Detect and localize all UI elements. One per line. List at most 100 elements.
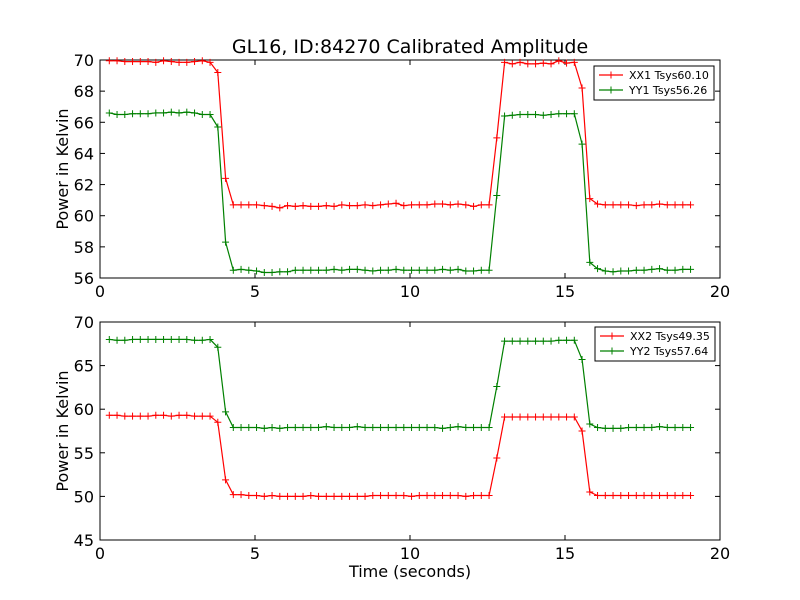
data-point [408, 201, 416, 209]
data-point [648, 424, 656, 432]
data-point [462, 267, 470, 275]
data-point [656, 423, 664, 431]
data-point [625, 201, 633, 209]
legend-marker [608, 332, 616, 340]
data-point [291, 202, 299, 210]
data-point [501, 58, 509, 66]
data-point [586, 258, 594, 266]
data-point [152, 411, 160, 419]
data-point [663, 492, 671, 500]
data-point [663, 424, 671, 432]
data-point [276, 492, 284, 500]
data-point [446, 266, 454, 274]
data-point [175, 411, 183, 419]
data-point [167, 108, 175, 116]
data-point [501, 337, 509, 345]
data-point [369, 424, 377, 432]
data-point [423, 266, 431, 274]
data-point [516, 111, 524, 118]
data-point [113, 336, 121, 344]
y-tick-label: 70 [74, 51, 94, 70]
data-point [594, 492, 602, 500]
data-point [601, 201, 609, 209]
x-tick-label: 20 [710, 282, 730, 301]
data-point [516, 413, 524, 421]
data-point [144, 110, 152, 118]
data-point [136, 110, 144, 118]
data-point [322, 423, 330, 431]
data-point [679, 492, 687, 500]
data-point [253, 201, 261, 209]
data-point [679, 424, 687, 432]
data-point [206, 111, 214, 118]
data-point [687, 492, 695, 500]
legend-marker [607, 86, 615, 94]
data-point [508, 60, 516, 68]
data-point [462, 424, 470, 432]
data-point [377, 266, 385, 274]
data-point [493, 383, 501, 391]
y-tick-label: 60 [74, 207, 94, 226]
y-tick-label: 70 [74, 313, 94, 332]
data-point [160, 335, 168, 343]
data-point [346, 265, 354, 273]
data-point [191, 109, 199, 117]
data-point [555, 336, 563, 344]
data-point [105, 57, 113, 65]
data-point [508, 337, 516, 345]
data-point [485, 424, 493, 432]
data-point [299, 202, 307, 210]
y-tick-label: 58 [74, 238, 94, 257]
data-point [322, 266, 330, 274]
data-point [431, 266, 439, 274]
data-point [470, 424, 478, 432]
data-point [415, 492, 423, 500]
data-point [260, 269, 268, 277]
data-point [446, 492, 454, 500]
data-point [516, 337, 524, 345]
data-point [229, 201, 237, 209]
data-point [377, 492, 385, 500]
data-point [400, 424, 408, 432]
x-tick-label: 0 [95, 544, 105, 563]
data-point [439, 492, 447, 500]
data-point [237, 201, 245, 209]
data-point [539, 413, 547, 421]
data-point [532, 60, 540, 68]
data-point [578, 140, 586, 148]
data-point [555, 57, 563, 65]
data-point [687, 424, 695, 432]
data-point [687, 201, 695, 209]
data-point [361, 201, 369, 209]
y-tick-label: 55 [74, 444, 94, 463]
data-point [625, 492, 633, 500]
data-point [578, 427, 586, 435]
data-point [291, 424, 299, 432]
data-point [229, 266, 237, 274]
y-tick-label: 45 [74, 531, 94, 550]
y-tick-label: 66 [74, 113, 94, 132]
data-point [501, 112, 509, 120]
y-tick-label: 62 [74, 176, 94, 195]
data-point [454, 265, 462, 273]
data-point [415, 266, 423, 274]
data-point [322, 492, 330, 500]
data-point [640, 201, 648, 209]
data-point [392, 265, 400, 273]
data-point [656, 200, 664, 208]
data-point [477, 201, 485, 209]
data-point [454, 492, 462, 500]
data-point [222, 174, 230, 182]
data-point [547, 60, 555, 68]
data-point [160, 109, 168, 117]
data-point [198, 111, 206, 118]
data-point [671, 492, 679, 500]
data-point [152, 109, 160, 117]
data-point [640, 492, 648, 500]
data-point [183, 108, 191, 116]
data-point [330, 202, 338, 210]
data-point [268, 492, 276, 500]
data-point [229, 424, 237, 432]
data-point [361, 424, 369, 432]
data-point [136, 412, 144, 420]
